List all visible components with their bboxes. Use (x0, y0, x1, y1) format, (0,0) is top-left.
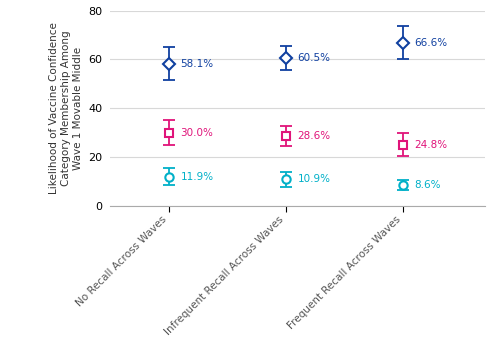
Text: 10.9%: 10.9% (298, 174, 330, 184)
Y-axis label: Likelihood of Vaccine Confidence
Category Membership Among
Wave 1 Movable Middle: Likelihood of Vaccine Confidence Categor… (50, 22, 82, 194)
Text: 24.8%: 24.8% (414, 140, 448, 151)
Text: 58.1%: 58.1% (180, 59, 214, 69)
Text: 60.5%: 60.5% (298, 53, 330, 63)
Text: 28.6%: 28.6% (298, 131, 330, 141)
Text: 30.0%: 30.0% (180, 128, 213, 138)
Text: 8.6%: 8.6% (414, 180, 441, 190)
Text: 66.6%: 66.6% (414, 38, 448, 48)
Text: 11.9%: 11.9% (180, 172, 214, 182)
